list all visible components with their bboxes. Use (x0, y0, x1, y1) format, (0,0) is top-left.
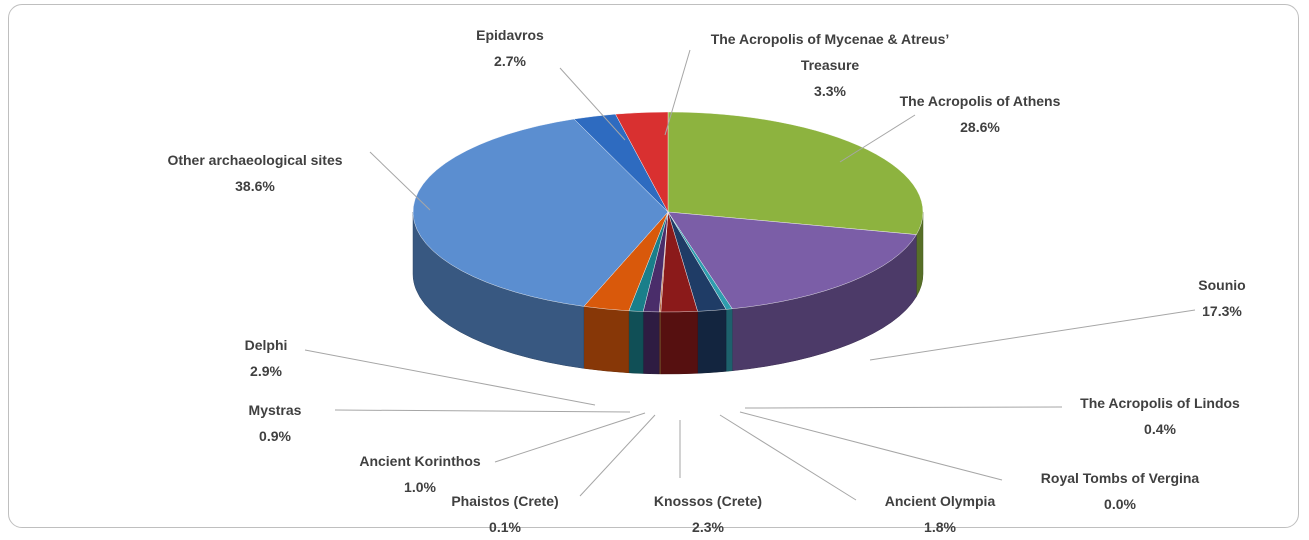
value-label: 2.9% (250, 363, 282, 379)
value-label: 0.1% (489, 519, 521, 535)
data-label: The Acropolis of Mycenae & Atreus’ Treas… (700, 26, 960, 104)
category-label: Knossos (Crete) (653, 493, 763, 509)
value-label: 0.4% (1144, 421, 1176, 437)
data-label: Phaistos (Crete) 0.1% (425, 488, 585, 540)
data-label: Epidavros 2.7% (450, 22, 570, 74)
leader-line (839, 114, 916, 163)
leader-line (559, 67, 626, 141)
data-label: Sounio 17.3% (1182, 272, 1262, 324)
category-label: The Acropolis of Mycenae & Atreus’ Treas… (710, 31, 950, 73)
category-label: The Acropolis of Athens (899, 93, 1061, 109)
data-label: Mystras 0.9% (225, 397, 325, 449)
category-label: Phaistos (Crete) (451, 493, 559, 509)
leader-line (664, 49, 691, 136)
leader-line (579, 414, 656, 497)
slice-side (697, 309, 727, 374)
slice-side (725, 308, 733, 372)
data-label: The Acropolis of Athens 28.6% (880, 88, 1080, 140)
value-label: 3.3% (814, 83, 846, 99)
value-label: 1.8% (924, 519, 956, 535)
data-label: Ancient Olympia 1.8% (860, 488, 1020, 540)
category-label: Epidavros (476, 27, 544, 43)
category-label: Ancient Korinthos (359, 453, 481, 469)
data-label: Delphi 2.9% (226, 332, 306, 384)
data-label: Other archaeological sites 38.6% (125, 147, 385, 199)
value-label: 1.0% (404, 479, 436, 495)
value-label: 0.9% (259, 428, 291, 444)
value-label: 38.6% (235, 178, 275, 194)
value-label: 0.0% (1104, 496, 1136, 512)
value-label: 2.3% (692, 519, 724, 535)
chart-frame (8, 4, 1299, 528)
data-label: Royal Tombs of Vergina 0.0% (1020, 465, 1220, 517)
leader-line (744, 406, 1063, 409)
category-label: Sounio (1198, 277, 1246, 293)
leader-line (334, 409, 631, 413)
slice (667, 211, 917, 309)
slice (615, 111, 669, 213)
data-label: Knossos (Crete) 2.3% (638, 488, 778, 540)
category-label: Other archaeological sites (167, 152, 343, 168)
slice (412, 118, 669, 307)
slice-side (628, 310, 644, 374)
data-label: Ancient Korinthos 1.0% (330, 448, 510, 500)
value-label: 17.3% (1202, 303, 1242, 319)
leader-line (494, 412, 646, 463)
slice (667, 111, 924, 235)
value-label: 28.6% (960, 119, 1000, 135)
value-label: 2.7% (494, 53, 526, 69)
category-label: Ancient Olympia (884, 493, 996, 509)
slice-side (583, 306, 630, 374)
category-label: Royal Tombs of Vergina (1040, 470, 1200, 486)
slice-side (660, 311, 698, 375)
leader-line (869, 309, 1196, 361)
leader-line (304, 349, 596, 406)
leader-line (739, 411, 1003, 481)
category-label: Delphi (244, 337, 288, 353)
leader-line (719, 414, 857, 501)
data-label: The Acropolis of Lindos 0.4% (1060, 390, 1260, 442)
category-label: Mystras (248, 402, 302, 418)
leader-line (369, 151, 431, 211)
slice-side (642, 311, 660, 375)
category-label: The Acropolis of Lindos (1080, 395, 1240, 411)
